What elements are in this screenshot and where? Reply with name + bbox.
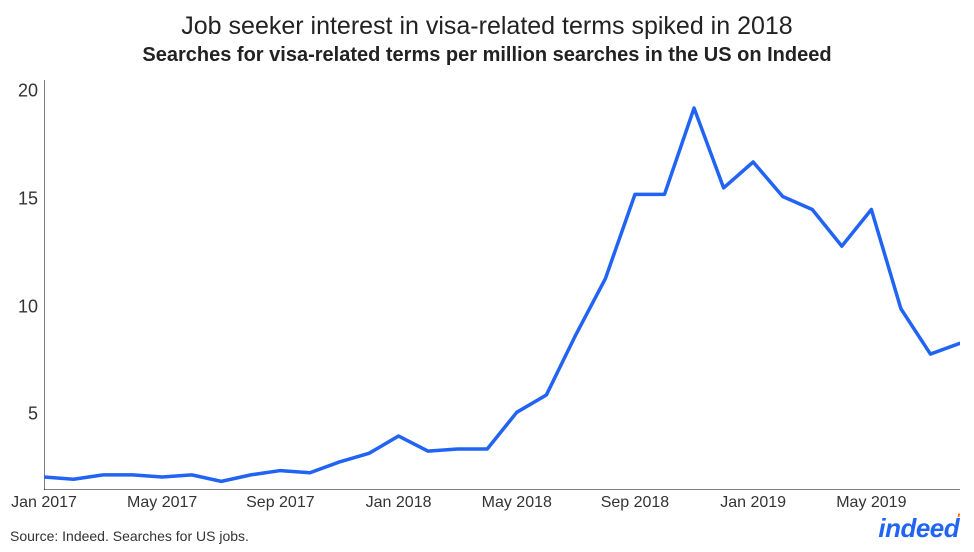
y-tick-label: 20: [8, 80, 38, 101]
chart-container: Job seeker interest in visa-related term…: [0, 0, 974, 552]
x-tick-label: Jan 2019: [720, 494, 786, 512]
logo-accent-icon: ′: [957, 510, 960, 526]
y-tick-label: 10: [8, 296, 38, 317]
y-tick-label: 15: [8, 188, 38, 209]
x-tick-label: Jan 2017: [11, 494, 77, 512]
line-chart: [44, 80, 960, 490]
chart-subtitle: Searches for visa-related terms per mill…: [0, 44, 974, 67]
x-tick-label: May 2017: [127, 494, 197, 512]
logo-text: indeed: [878, 513, 959, 543]
source-caption: Source: Indeed. Searches for US jobs.: [10, 528, 249, 544]
x-tick-label: Sep 2017: [246, 494, 315, 512]
x-tick-label: May 2019: [836, 494, 906, 512]
x-tick-label: Sep 2018: [601, 494, 670, 512]
chart-title: Job seeker interest in visa-related term…: [0, 12, 974, 41]
visa-searches-line: [44, 108, 960, 481]
x-tick-label: May 2018: [482, 494, 552, 512]
y-tick-label: 5: [8, 404, 38, 425]
x-tick-label: Jan 2018: [366, 494, 432, 512]
attribution-logo: indeed′: [878, 513, 960, 544]
